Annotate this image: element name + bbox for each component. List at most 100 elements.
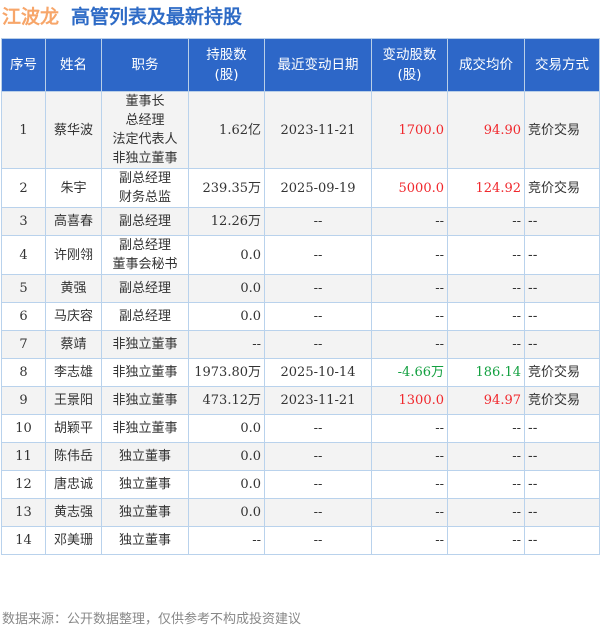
cell-name: 黄志强 [45,498,102,527]
column-header: 交易方式 [524,38,600,92]
cell-shares: 12.26万 [188,207,265,236]
cell-position: 独立董事 [101,526,189,555]
table-row: 3 高喜春 副总经理 12.26万 -- -- -- -- [1,207,600,236]
cell-position: 独立董事 [101,442,189,471]
cell-change: -- [371,414,448,443]
cell-change: 5000.0 [371,168,448,208]
cell-price: -- [447,274,525,303]
cell-no: 1 [1,91,46,169]
cell-no: 12 [1,470,46,499]
cell-name: 许刚翎 [45,235,102,275]
cell-name: 王景阳 [45,386,102,415]
cell-date: -- [264,302,372,331]
cell-shares: 239.35万 [188,168,265,208]
cell-position: 非独立董事 [101,358,189,387]
cell-method: -- [524,470,600,499]
cell-method: 竞价交易 [524,91,600,169]
cell-no: 8 [1,358,46,387]
cell-price: -- [447,302,525,331]
column-header: 变动股数 (股) [371,38,448,92]
cell-change: -- [371,526,448,555]
cell-method: -- [524,442,600,471]
cell-name: 陈伟岳 [45,442,102,471]
cell-method: -- [524,302,600,331]
cell-method: 竞价交易 [524,358,600,387]
cell-no: 5 [1,274,46,303]
cell-position: 非独立董事 [101,414,189,443]
cell-price: 94.90 [447,91,525,169]
table-row: 2 朱宇 副总经理 财务总监 239.35万 2025-09-19 5000.0 124.9… [1,168,600,208]
cell-date: -- [264,207,372,236]
cell-method: -- [524,274,600,303]
cell-change: -- [371,330,448,359]
table-header: 序号 姓名 职务 持股数 (股) 最近变动日期 变动股数 (股) 成交均价 交易方式 [1,38,600,92]
column-header: 职务 [101,38,189,92]
cell-name: 马庆容 [45,302,102,331]
cell-position: 副总经理 董事会秘书 [101,235,189,275]
cell-position: 非独立董事 [101,386,189,415]
cell-name: 蔡华波 [45,91,102,169]
cell-date: -- [264,526,372,555]
cell-change: -- [371,470,448,499]
cell-position: 副总经理 [101,274,189,303]
cell-name: 黄强 [45,274,102,303]
table-row: 13 黄志强 独立董事 0.0 -- -- -- -- [1,498,600,527]
cell-position: 独立董事 [101,498,189,527]
cell-price: -- [447,235,525,275]
cell-change: -- [371,442,448,471]
cell-name: 蔡靖 [45,330,102,359]
cell-method: -- [524,526,600,555]
cell-no: 4 [1,235,46,275]
cell-shares: 0.0 [188,498,265,527]
cell-method: -- [524,235,600,275]
page-title: 江波龙 高管列表及最新持股 [2,2,242,29]
cell-price: -- [447,470,525,499]
cell-shares: 1.62亿 [188,91,265,169]
cell-method: 竞价交易 [524,168,600,208]
table-row: 11 陈伟岳 独立董事 0.0 -- -- -- -- [1,442,600,471]
cell-shares: 0.0 [188,235,265,275]
table-row: 9 王景阳 非独立董事 473.12万 2023-11-21 1300.0 94.97 竞价交… [1,386,600,415]
cell-name: 邓美珊 [45,526,102,555]
cell-date: 2023-11-21 [264,91,372,169]
cell-shares: 473.12万 [188,386,265,415]
cell-change: -- [371,274,448,303]
cell-date: -- [264,274,372,303]
column-header: 最近变动日期 [264,38,372,92]
table-row: 12 唐忠诚 独立董事 0.0 -- -- -- -- [1,470,600,499]
cell-change: 1300.0 [371,386,448,415]
cell-no: 6 [1,302,46,331]
cell-no: 10 [1,414,46,443]
cell-shares: 0.0 [188,442,265,471]
column-header: 成交均价 [447,38,525,92]
cell-date: 2025-10-14 [264,358,372,387]
cell-method: -- [524,414,600,443]
cell-date: 2023-11-21 [264,386,372,415]
cell-no: 2 [1,168,46,208]
cell-change: -- [371,498,448,527]
cell-date: -- [264,414,372,443]
cell-position: 副总经理 [101,207,189,236]
cell-no: 14 [1,526,46,555]
cell-method: 竞价交易 [524,386,600,415]
cell-method: -- [524,498,600,527]
cell-no: 9 [1,386,46,415]
cell-position: 副总经理 [101,302,189,331]
table-row: 14 邓美珊 独立董事 -- -- -- -- -- [1,526,600,555]
table-row: 5 黄强 副总经理 0.0 -- -- -- -- [1,274,600,303]
cell-date: -- [264,330,372,359]
cell-price: -- [447,442,525,471]
cell-position: 副总经理 财务总监 [101,168,189,208]
table-row: 4 许刚翎 副总经理 董事会秘书 0.0 -- -- -- -- [1,235,600,275]
cell-date: -- [264,498,372,527]
executive-table: 序号 姓名 职务 持股数 (股) 最近变动日期 变动股数 (股) 成交均价 交易方式 1 蔡华波… [1,38,600,555]
cell-price: 94.97 [447,386,525,415]
cell-change: -- [371,302,448,331]
table-row: 10 胡颖平 非独立董事 0.0 -- -- -- -- [1,414,600,443]
cell-price: -- [447,330,525,359]
cell-no: 7 [1,330,46,359]
cell-shares: -- [188,330,265,359]
cell-name: 唐忠诚 [45,470,102,499]
cell-no: 3 [1,207,46,236]
table-row: 6 马庆容 副总经理 0.0 -- -- -- -- [1,302,600,331]
